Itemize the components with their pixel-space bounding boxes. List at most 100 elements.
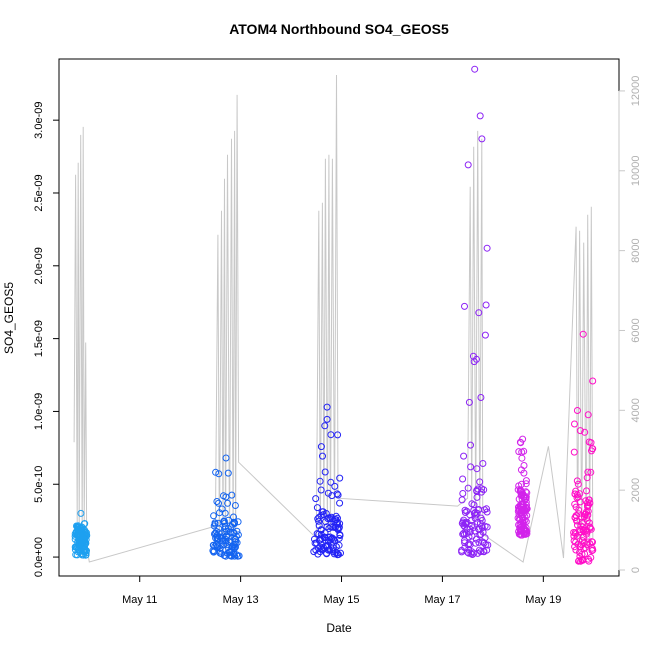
series-4 [458, 65, 492, 558]
series-6 [570, 330, 597, 565]
data-point [315, 522, 323, 530]
data-point [317, 486, 325, 494]
data-point [464, 484, 472, 492]
data-point [464, 161, 472, 169]
data-point [333, 490, 341, 498]
y-tick-label: 3.0e-09 [33, 102, 45, 139]
x-tick-label: May 19 [525, 594, 561, 606]
data-point [473, 493, 481, 501]
secondary-tick-label: 6000 [630, 318, 642, 342]
data-point [321, 422, 329, 430]
data-point [465, 398, 473, 406]
data-point [225, 516, 232, 524]
data-point [321, 468, 329, 476]
data-point [472, 539, 480, 547]
data-point-max [579, 330, 587, 338]
data-point [332, 512, 340, 520]
secondary-tick-label: 8000 [630, 238, 642, 262]
data-point [213, 498, 221, 505]
data-point [220, 492, 227, 500]
data-point [467, 463, 475, 471]
data-point [226, 528, 234, 536]
data-point [578, 520, 586, 528]
data-point [515, 482, 523, 490]
data-point [584, 468, 592, 476]
data-point [571, 420, 578, 428]
data-point [327, 523, 335, 531]
data-point [589, 546, 597, 554]
data-point [480, 547, 488, 555]
data-point [589, 377, 597, 385]
series-3 [310, 403, 344, 559]
data-point [335, 541, 343, 549]
data-point [225, 538, 233, 545]
data-point [315, 544, 323, 552]
data-point [484, 541, 492, 549]
data-point [473, 465, 481, 473]
secondary-tick-label: 12000 [630, 76, 642, 107]
data-point [74, 522, 82, 530]
data-point [458, 496, 466, 504]
data-point [589, 445, 597, 453]
data-point [476, 546, 483, 554]
data-point [220, 541, 228, 549]
data-point [483, 523, 491, 531]
data-point [584, 507, 592, 515]
data-point [312, 495, 320, 503]
data-point [220, 552, 228, 559]
data-point [582, 526, 590, 534]
data-point [475, 309, 483, 317]
data-point [466, 511, 474, 519]
y-tick-label: 1.5e-09 [33, 320, 45, 357]
data-point [335, 551, 342, 558]
data-point [464, 541, 472, 549]
data-point [211, 519, 219, 527]
data-point-max [222, 454, 230, 462]
data-point [327, 431, 335, 439]
data-point [461, 302, 468, 310]
data-point [523, 501, 530, 509]
y-tick-label: 5.0e-10 [33, 466, 45, 503]
data-point [474, 485, 482, 493]
data-point [224, 469, 232, 477]
data-point [586, 524, 594, 532]
data-point [476, 478, 484, 486]
data-point [587, 525, 595, 533]
data-point [587, 554, 595, 561]
data-point [327, 478, 335, 486]
data-point [316, 477, 324, 485]
data-point [587, 468, 595, 476]
data-point [515, 448, 523, 456]
data-point [570, 529, 578, 536]
data-point [584, 411, 592, 419]
x-tick-label: May 11 [122, 594, 157, 606]
data-point [333, 549, 341, 557]
data-point [231, 502, 239, 509]
data-point [224, 499, 232, 507]
data-point [520, 505, 528, 513]
data-point [520, 462, 528, 469]
data-point [324, 515, 332, 523]
data-point [581, 428, 589, 436]
data-point [583, 517, 591, 525]
data-point [324, 489, 332, 497]
data-point [222, 539, 230, 547]
data-point [334, 431, 342, 439]
data-point [478, 524, 486, 532]
data-point [334, 491, 342, 499]
data-point [514, 514, 522, 522]
data-point [229, 520, 237, 528]
data-point-max [323, 403, 331, 411]
data-point [522, 480, 530, 488]
data-point [477, 514, 485, 522]
axes-layer: May 11 May 13 May 15 May 17 May 19 0.0e+00 5.0… [33, 76, 642, 606]
data-point [324, 542, 331, 550]
data-point [483, 505, 490, 513]
data-point [573, 517, 581, 525]
data-point [211, 529, 219, 537]
data-point [584, 538, 592, 546]
secondary-tick-label: 4000 [630, 398, 642, 422]
data-point [476, 112, 484, 120]
secondary-tick-label: 2000 [630, 478, 642, 502]
data-point [461, 539, 469, 547]
